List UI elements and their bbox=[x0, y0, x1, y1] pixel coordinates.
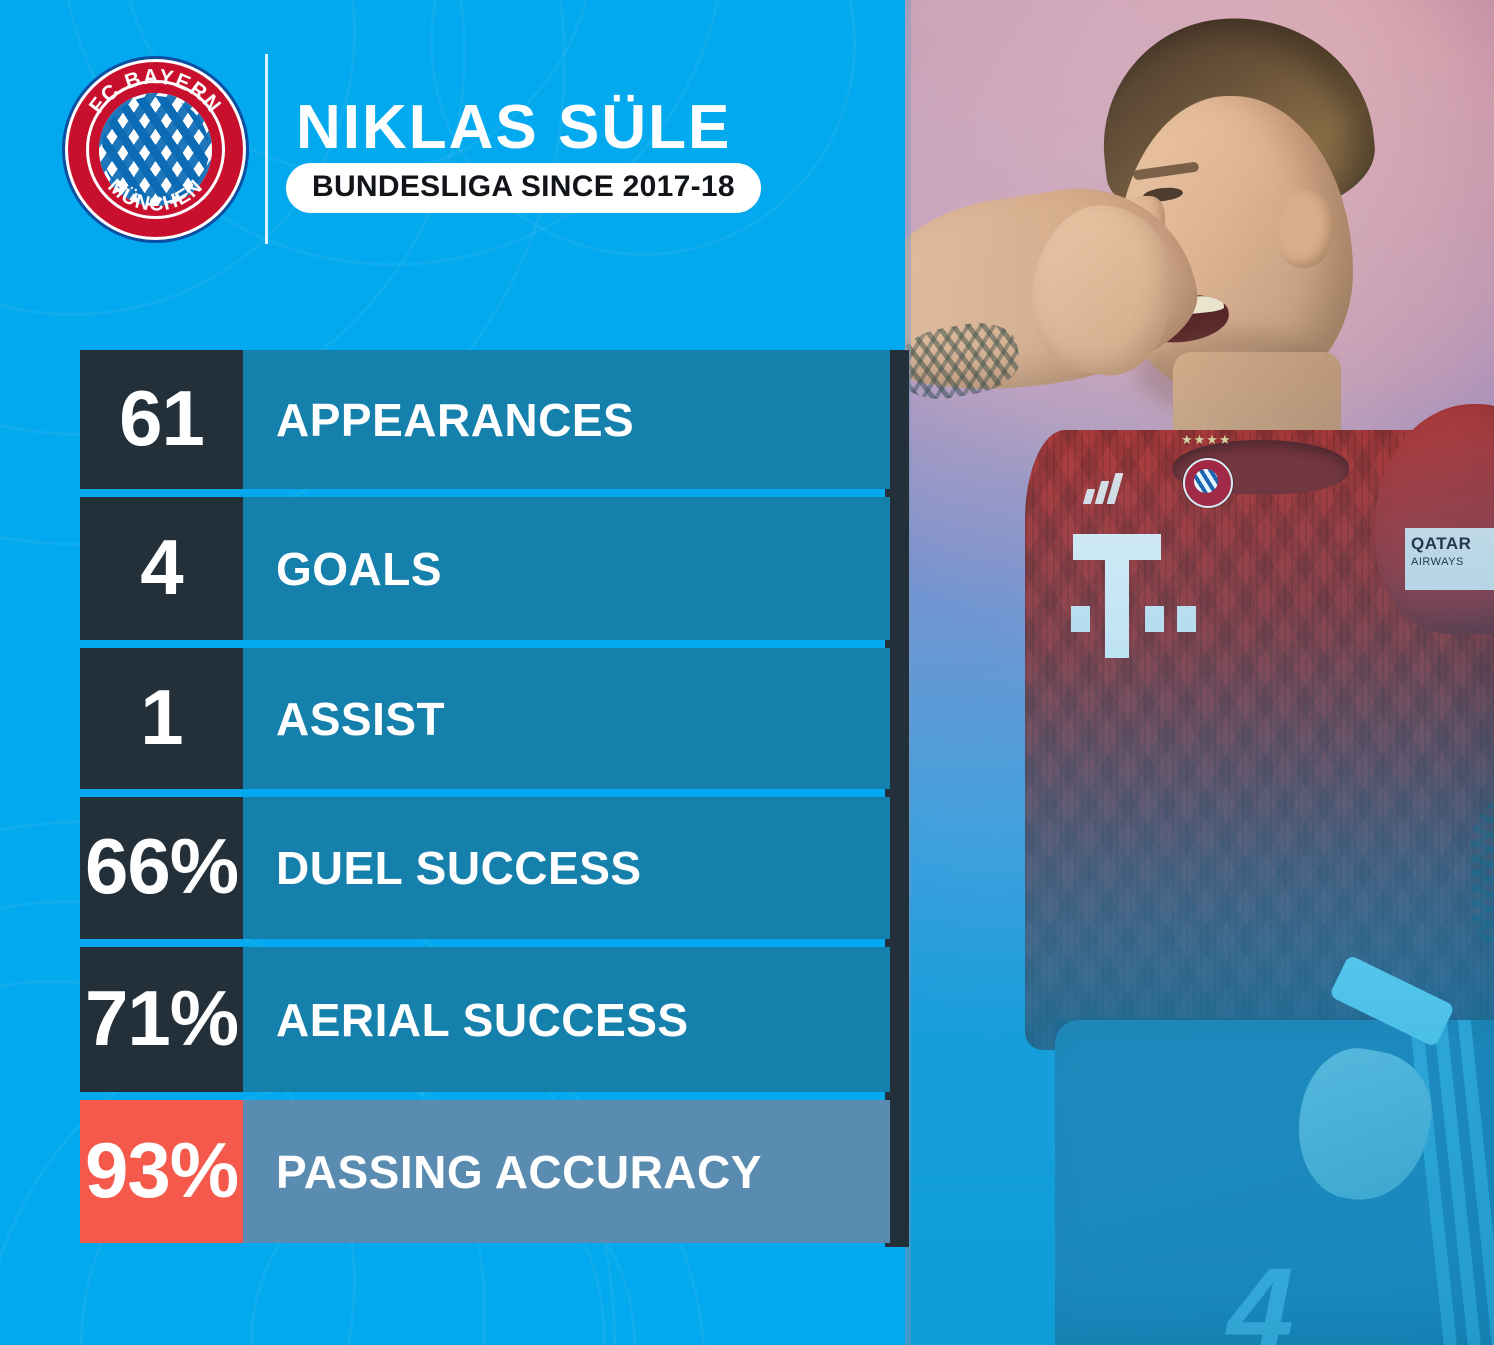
player-figure: ★★★★ QATAR AIRWAYS bbox=[905, 0, 1494, 1345]
competition-badge: BUNDESLIGA SINCE 2017-18 bbox=[286, 163, 761, 213]
stat-bar: GOALS bbox=[243, 497, 890, 640]
stat-label: PASSING ACCURACY bbox=[276, 1145, 762, 1198]
jersey-stars: ★★★★ bbox=[1181, 432, 1232, 447]
stat-row: 66% DUEL SUCCESS bbox=[80, 797, 890, 939]
stat-label: ASSIST bbox=[276, 692, 446, 745]
page-title: NIKLAS SÜLE bbox=[296, 93, 732, 162]
stat-row: 71% AERIAL SUCCESS bbox=[80, 947, 890, 1092]
header-divider bbox=[265, 54, 268, 244]
stat-label: GOALS bbox=[276, 542, 443, 595]
forearm-tattoo bbox=[1471, 800, 1494, 950]
stat-label: DUEL SUCCESS bbox=[276, 842, 642, 894]
stat-row-highlighted: 93% PASSING ACCURACY bbox=[80, 1100, 890, 1243]
stat-value: 93% bbox=[80, 1100, 243, 1243]
qatar-text: QATAR bbox=[1411, 534, 1472, 553]
stat-bar: ASSIST bbox=[243, 648, 890, 789]
stat-value: 1 bbox=[80, 648, 243, 789]
stat-label: APPEARANCES bbox=[276, 393, 635, 446]
stats-list: 61 APPEARANCES 4 GOALS 1 ASSIST 66% DUEL… bbox=[80, 350, 890, 1243]
player-photo: ★★★★ QATAR AIRWAYS bbox=[905, 0, 1494, 1345]
qatar-sub-text: AIRWAYS bbox=[1411, 556, 1464, 568]
stat-row: 61 APPEARANCES bbox=[80, 350, 890, 489]
stat-bar: DUEL SUCCESS bbox=[243, 797, 890, 939]
stat-row: 1 ASSIST bbox=[80, 648, 890, 789]
header: FC BAYERN MÜNCHEN NIKLAS SÜLE BUNDESLIGA… bbox=[0, 0, 905, 350]
stat-bar: AERIAL SUCCESS bbox=[243, 947, 890, 1092]
adidas-logo-icon bbox=[1082, 470, 1129, 504]
stat-bar: PASSING ACCURACY bbox=[243, 1100, 890, 1243]
fc-bayern-crest-icon: FC BAYERN MÜNCHEN bbox=[68, 62, 243, 237]
qatar-airways-sleeve-patch: QATAR AIRWAYS bbox=[1405, 528, 1494, 590]
stat-value: 4 bbox=[80, 497, 243, 640]
stat-value: 61 bbox=[80, 350, 243, 489]
svg-text:MÜNCHEN: MÜNCHEN bbox=[103, 175, 207, 215]
stat-value: 71% bbox=[80, 947, 243, 1092]
svg-text:FC BAYERN: FC BAYERN bbox=[85, 65, 226, 118]
stat-row: 4 GOALS bbox=[80, 497, 890, 640]
stat-label: AERIAL SUCCESS bbox=[276, 993, 689, 1046]
stat-bar: APPEARANCES bbox=[243, 350, 890, 489]
shorts-number: 4 bbox=[1227, 1243, 1294, 1345]
telekom-sponsor-logo-icon bbox=[1071, 534, 1221, 664]
jersey-club-crest-icon bbox=[1183, 458, 1233, 508]
stat-value: 66% bbox=[80, 797, 243, 939]
